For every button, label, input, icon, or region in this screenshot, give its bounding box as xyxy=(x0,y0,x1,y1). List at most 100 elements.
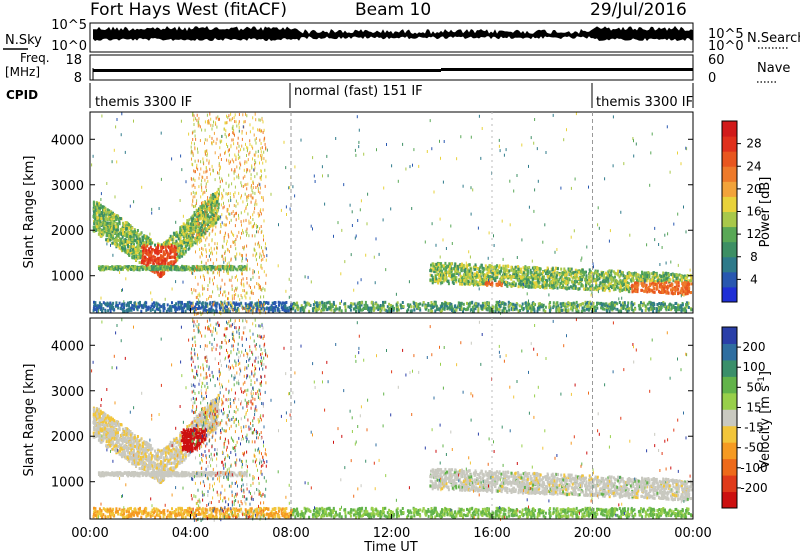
echo-point xyxy=(370,307,373,311)
echo-point xyxy=(139,244,142,248)
echo-point xyxy=(574,268,577,272)
echo-point xyxy=(115,301,118,305)
echo-point xyxy=(200,216,203,220)
echo-point xyxy=(562,308,565,312)
echo-point xyxy=(681,292,684,296)
echo-point xyxy=(102,214,104,218)
echo-point xyxy=(230,304,233,308)
echo-point xyxy=(474,283,476,287)
echo-point xyxy=(522,271,525,275)
echo-point xyxy=(218,265,221,269)
echo-point xyxy=(206,217,209,221)
echo-point xyxy=(386,305,389,309)
echo-point xyxy=(192,235,195,239)
echo-point xyxy=(134,239,136,242)
echo-point xyxy=(124,246,127,250)
echo-point xyxy=(364,300,367,304)
echo-point xyxy=(193,240,196,244)
echo-point xyxy=(270,306,272,310)
echo-point xyxy=(419,308,422,312)
echo-point xyxy=(455,280,458,284)
echo-point xyxy=(537,285,540,289)
echo-point xyxy=(99,207,102,210)
echo-point xyxy=(525,306,528,310)
echo-point xyxy=(477,272,479,275)
echo-point xyxy=(164,243,167,247)
echo-point xyxy=(99,212,102,216)
echo-point xyxy=(677,305,680,309)
echo-point xyxy=(309,304,312,307)
echo-point xyxy=(584,287,587,291)
echo-point xyxy=(568,278,571,282)
echo-point xyxy=(561,308,564,312)
echo-point xyxy=(501,301,504,305)
echo-point xyxy=(206,214,209,218)
echo-point xyxy=(126,250,129,254)
echo-point xyxy=(149,259,152,263)
echo-point xyxy=(96,222,99,226)
echo-point xyxy=(570,307,572,311)
echo-point xyxy=(675,282,678,286)
echo-point xyxy=(588,272,591,276)
freq-tick-bottom: 8 xyxy=(74,71,82,86)
echo-point xyxy=(115,243,118,247)
echo-point xyxy=(491,269,494,273)
echo-point xyxy=(678,273,681,277)
echo-point xyxy=(121,243,124,247)
echo-point xyxy=(521,302,524,306)
echo-point xyxy=(574,270,577,274)
echo-point xyxy=(135,304,138,308)
echo-point xyxy=(627,301,630,305)
echo-point xyxy=(649,302,652,306)
echo-point xyxy=(183,268,186,272)
echo-point xyxy=(153,301,155,305)
echo-point xyxy=(501,282,504,285)
echo-point xyxy=(633,273,636,277)
echo-point xyxy=(97,206,100,210)
echo-point xyxy=(407,308,410,312)
echo-point xyxy=(684,309,687,313)
echo-point xyxy=(162,242,165,246)
echo-point xyxy=(556,301,559,305)
echo-point xyxy=(267,309,270,313)
echo-point xyxy=(263,300,266,304)
echo-point xyxy=(532,306,535,310)
echo-point xyxy=(488,280,490,284)
echo-point xyxy=(344,304,347,308)
echo-point xyxy=(200,233,203,237)
echo-point xyxy=(505,280,508,284)
echo-point xyxy=(131,248,134,252)
echo-point xyxy=(147,249,150,253)
echo-point xyxy=(203,201,206,204)
echo-point xyxy=(180,228,183,232)
echo-point xyxy=(139,250,142,253)
echo-point xyxy=(631,275,634,278)
echo-point xyxy=(103,208,106,212)
echo-point xyxy=(163,303,166,306)
echo-point xyxy=(273,306,276,310)
echo-point xyxy=(121,227,124,231)
echo-point xyxy=(189,241,192,245)
echo-point xyxy=(602,271,605,274)
echo-point xyxy=(156,267,159,271)
echo-point xyxy=(424,307,427,311)
echo-point xyxy=(349,304,352,308)
echo-point xyxy=(312,309,314,313)
echo-point xyxy=(205,202,208,206)
echo-point xyxy=(458,304,461,308)
echo-point xyxy=(111,241,114,245)
echo-point xyxy=(135,246,138,250)
echo-point xyxy=(102,216,105,220)
echo-point xyxy=(316,304,318,308)
echo-point xyxy=(115,221,118,225)
echo-point xyxy=(624,285,627,289)
echo-point xyxy=(171,238,174,242)
echo-point xyxy=(142,246,145,250)
echo-point xyxy=(485,267,488,271)
echo-point xyxy=(462,309,464,313)
cpid-segment-3: themis 3300 IF xyxy=(596,95,693,110)
echo-point xyxy=(95,306,98,310)
echo-point xyxy=(665,280,668,284)
echo-point xyxy=(648,290,651,294)
echo-point xyxy=(121,266,124,270)
